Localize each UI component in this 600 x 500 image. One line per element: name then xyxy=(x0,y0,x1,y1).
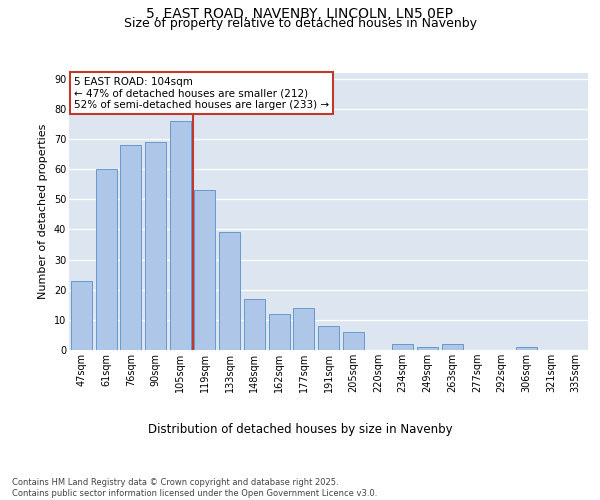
Text: 5 EAST ROAD: 104sqm
← 47% of detached houses are smaller (212)
52% of semi-detac: 5 EAST ROAD: 104sqm ← 47% of detached ho… xyxy=(74,76,329,110)
Bar xyxy=(318,326,339,350)
Y-axis label: Number of detached properties: Number of detached properties xyxy=(38,124,48,299)
Bar xyxy=(392,344,413,350)
Text: Distribution of detached houses by size in Navenby: Distribution of detached houses by size … xyxy=(148,422,452,436)
Bar xyxy=(244,298,265,350)
Text: Size of property relative to detached houses in Navenby: Size of property relative to detached ho… xyxy=(124,18,476,30)
Bar xyxy=(145,142,166,350)
Bar xyxy=(219,232,240,350)
Bar xyxy=(417,347,438,350)
Bar xyxy=(120,145,141,350)
Text: Contains HM Land Registry data © Crown copyright and database right 2025.
Contai: Contains HM Land Registry data © Crown c… xyxy=(12,478,377,498)
Bar xyxy=(71,280,92,350)
Bar xyxy=(269,314,290,350)
Bar xyxy=(95,169,116,350)
Bar xyxy=(170,121,191,350)
Bar xyxy=(194,190,215,350)
Bar xyxy=(343,332,364,350)
Text: 5, EAST ROAD, NAVENBY, LINCOLN, LN5 0EP: 5, EAST ROAD, NAVENBY, LINCOLN, LN5 0EP xyxy=(146,8,454,22)
Bar xyxy=(442,344,463,350)
Bar xyxy=(293,308,314,350)
Bar xyxy=(516,347,537,350)
